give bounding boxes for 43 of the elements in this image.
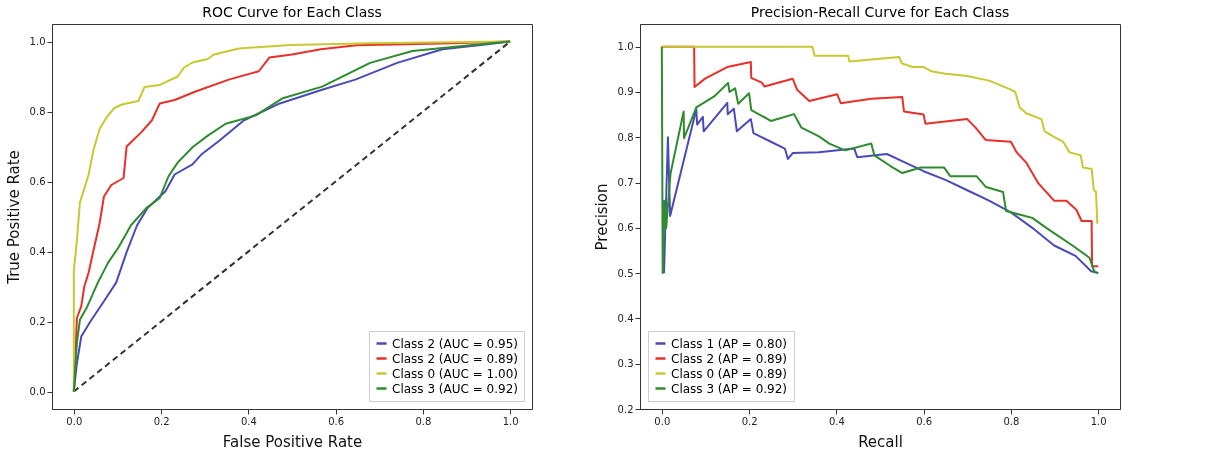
- legend-label: Class 2 (AUC = 0.89): [392, 351, 518, 366]
- y-tick-label: 1.0: [29, 36, 46, 47]
- y-tick-label: 0.9: [617, 86, 634, 98]
- x-tick-label: 0.0: [654, 415, 671, 427]
- x-axis-title: Recall: [858, 432, 903, 451]
- x-tick-label: 0.6: [328, 415, 345, 427]
- y-tick-label: 1.0: [617, 41, 634, 53]
- chart-title: ROC Curve for Each Class: [202, 4, 382, 20]
- line-series: [663, 101, 1100, 275]
- line-series: [660, 45, 1100, 225]
- y-tick-label: 0.5: [617, 267, 634, 279]
- y-tick-label: 0.4: [29, 246, 46, 257]
- x-tick-label: 0.6: [916, 415, 933, 427]
- legend-label: Class 0 (AUC = 1.00): [392, 366, 518, 381]
- y-axis-title: True Positive Rate: [4, 150, 23, 285]
- y-tick-label: 0.2: [617, 403, 634, 415]
- x-tick-label: 1.0: [502, 415, 519, 427]
- y-tick-label: 0.3: [617, 358, 634, 370]
- x-tick-label: 0.4: [240, 415, 257, 427]
- y-tick-label: 0.2: [29, 316, 46, 327]
- y-tick-label: 0.6: [617, 222, 634, 234]
- y-tick-label: 0.6: [29, 176, 46, 187]
- y-axis-title: Precision: [592, 183, 611, 251]
- chart-title: Precision-Recall Curve for Each Class: [750, 4, 1010, 20]
- y-tick-label: 0.8: [29, 106, 46, 117]
- x-axis-title: False Positive Rate: [222, 432, 363, 451]
- x-tick-label: 0.0: [66, 415, 83, 427]
- legend-label: Class 2 (AP = 0.89): [671, 351, 788, 366]
- legend-label: Class 1 (AP = 0.80): [671, 336, 788, 351]
- y-tick-label: 0.0: [29, 386, 46, 397]
- x-tick-label: 0.4: [828, 415, 845, 427]
- legend-label: Class 3 (AP = 0.92): [671, 381, 788, 396]
- legend-label: Class 2 (AUC = 0.95): [392, 336, 518, 351]
- x-tick-label: 0.8: [415, 415, 432, 427]
- x-tick-label: 0.2: [741, 415, 758, 427]
- x-tick-label: 0.8: [1003, 415, 1020, 427]
- y-tick-label: 0.4: [617, 312, 634, 324]
- y-tick-label: 0.7: [617, 177, 634, 189]
- x-tick-label: 1.0: [1090, 415, 1107, 427]
- y-tick-label: 0.8: [617, 131, 634, 143]
- legend-label: Class 3 (AUC = 0.92): [392, 381, 518, 396]
- legend-label: Class 0 (AP = 0.89): [671, 366, 788, 381]
- x-tick-label: 0.2: [153, 415, 170, 427]
